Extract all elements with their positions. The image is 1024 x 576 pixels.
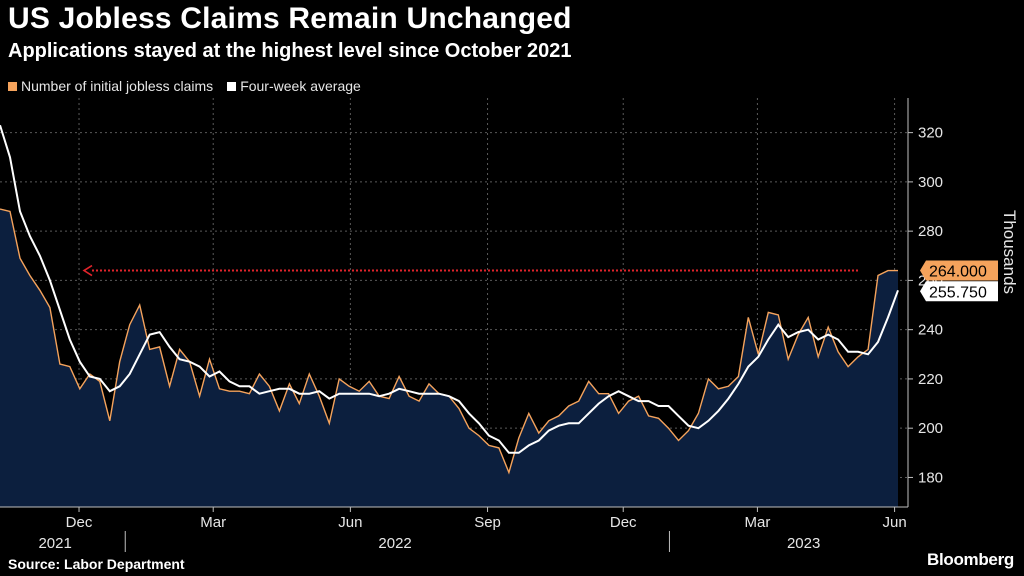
chart-subtitle: Applications stayed at the highest level…	[8, 40, 572, 62]
y-tick-label: 240	[918, 322, 943, 339]
y-axis-label: Thousands	[1000, 210, 1019, 294]
y-tick-label: 320	[918, 125, 943, 142]
source-note: Source: Labor Department	[8, 556, 185, 572]
svg-text:264.000: 264.000	[929, 264, 987, 281]
highest-level-arrow	[82, 264, 858, 277]
y-tick-label: 220	[918, 371, 943, 388]
arrow-head	[82, 264, 93, 277]
bloomberg-logo: Bloomberg	[926, 550, 1014, 569]
legend: Number of initial jobless claims Four-we…	[8, 78, 361, 94]
legend-label-average: Four-week average	[240, 78, 361, 94]
x-axis-ticks: Dec Mar Jun Sep Dec Mar Jun	[0, 506, 908, 531]
legend-swatch-average	[227, 81, 237, 91]
x-tick-label: Jun	[338, 514, 362, 531]
legend-item-claims: Number of initial jobless claims	[8, 78, 213, 94]
y-tick-label: 200	[918, 420, 943, 437]
year-label: 2021	[38, 535, 71, 552]
end-value-labels: 264.000 255.750	[920, 260, 998, 302]
average-end-label: 255.750	[920, 281, 998, 302]
x-tick-label: Mar	[744, 514, 770, 531]
average-line	[0, 124, 899, 454]
year-labels: 2021 2022 2023	[38, 531, 820, 552]
legend-label-claims: Number of initial jobless claims	[21, 78, 214, 94]
y-tick-label: 180	[918, 469, 943, 486]
y-tick-label: 280	[918, 223, 943, 240]
claims-area	[0, 209, 898, 507]
y-tick-label: 300	[918, 174, 943, 191]
svg-text:255.750: 255.750	[929, 284, 987, 301]
x-tick-label: Sep	[474, 514, 501, 531]
x-tick-label: Mar	[200, 514, 226, 531]
x-tick-label: Dec	[610, 514, 637, 531]
year-label: 2022	[378, 535, 411, 552]
chart-title: US Jobless Claims Remain Unchanged	[8, 2, 572, 35]
year-label: 2023	[787, 535, 820, 552]
x-tick-label: Dec	[66, 514, 93, 531]
legend-swatch-claims	[8, 81, 17, 91]
legend-item-average: Four-week average	[227, 78, 361, 94]
claims-end-label: 264.000	[920, 260, 998, 281]
x-tick-label: Jun	[882, 514, 906, 531]
